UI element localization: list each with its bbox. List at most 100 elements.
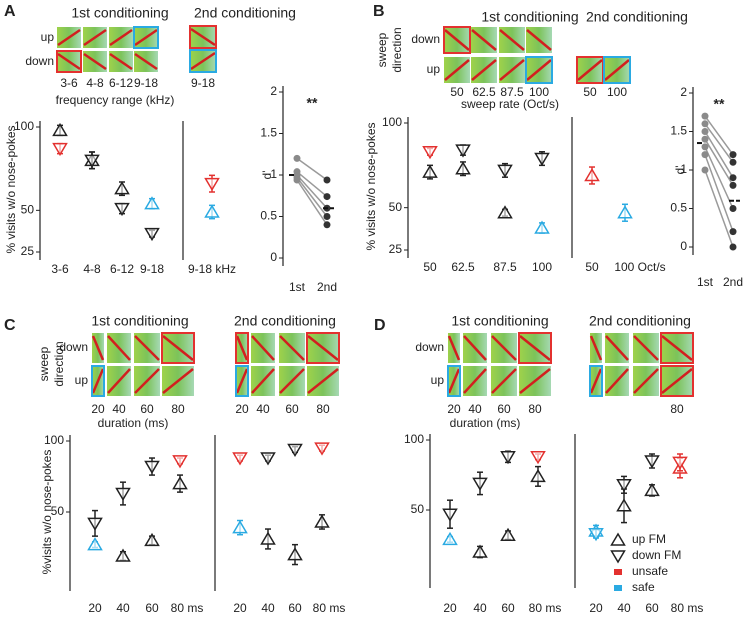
y-tick-label: 0	[680, 239, 687, 253]
pair-line	[296, 171, 328, 198]
marker-up	[314, 514, 330, 528]
sweep-line	[499, 59, 525, 81]
sweep-line	[491, 335, 517, 361]
thumb-label: 9-18	[191, 76, 215, 90]
subject-point	[323, 193, 331, 201]
sweep-line	[633, 368, 659, 394]
thumb-frame	[518, 332, 552, 364]
x-tick-label: 3-6	[51, 262, 69, 276]
sweep-line	[633, 335, 659, 361]
y-tick-label: 2	[680, 85, 687, 99]
y-axis-label: % visits w/o nose-pokes	[4, 125, 18, 253]
sweep-line	[444, 29, 470, 51]
sweep-line	[589, 335, 603, 361]
thumb-label: 100	[529, 85, 549, 99]
marker-up	[144, 532, 160, 547]
row-label: down	[415, 340, 444, 354]
panel-letter: B	[373, 3, 385, 20]
row-label: up	[75, 373, 89, 387]
thumb-label: 3-6	[60, 76, 78, 90]
marker-down	[144, 227, 160, 242]
panel-letter: D	[374, 317, 386, 334]
y-axis-label: d'	[673, 166, 687, 175]
thumb-label: 60	[497, 402, 511, 416]
thumb-frame	[91, 365, 105, 397]
marker-down	[115, 487, 131, 502]
thumb-label: 80	[171, 402, 185, 416]
marker-down	[530, 451, 546, 465]
y-tick-label: 0	[270, 250, 277, 264]
row-label: up	[427, 62, 441, 76]
subject-point	[293, 154, 301, 162]
sweep-line	[661, 368, 693, 394]
pair-line	[704, 123, 734, 163]
thumb-label: 6-12	[109, 76, 133, 90]
marker-up	[500, 527, 516, 541]
x-tick-label: 20	[233, 601, 247, 615]
subject-point	[701, 151, 709, 159]
thumb-frame	[660, 365, 694, 397]
marker-up	[616, 498, 632, 512]
x-tick-label: 6-12	[110, 262, 134, 276]
sweep-line	[526, 29, 552, 51]
y-tick-label: 0.5	[670, 201, 687, 215]
x-tick-label: 60	[645, 601, 659, 615]
subject-point	[701, 112, 709, 120]
panel-letter: C	[4, 317, 16, 334]
subject-point	[729, 205, 737, 212]
sweep-line	[134, 335, 160, 361]
subject-point	[729, 158, 737, 166]
row-label: up	[431, 373, 445, 387]
x-tick-label: 80 ms	[671, 601, 704, 615]
marker-up	[644, 482, 660, 497]
marker-up	[115, 548, 131, 562]
thumb-frame	[235, 332, 249, 364]
y-tick-label: 100	[382, 115, 402, 129]
sweep-line	[463, 335, 487, 361]
legend-label: safe	[632, 580, 655, 594]
x-tick-label: 2nd	[723, 275, 743, 289]
x-tick-label: 20	[589, 601, 603, 615]
marker-down	[204, 177, 220, 192]
sweep-line	[519, 368, 551, 394]
x-tick-label: 100	[532, 260, 552, 274]
subject-point	[293, 176, 301, 184]
x-tick-label: 50	[585, 260, 599, 274]
axis-label: frequency range (kHz)	[56, 93, 175, 107]
pair-line	[296, 157, 328, 181]
sweep-line	[235, 368, 249, 394]
sweep-line	[519, 335, 551, 361]
side-label: direction	[52, 341, 66, 386]
x-tick-label: 60	[145, 601, 159, 615]
thumb-label: 60	[285, 402, 299, 416]
pair-line	[704, 115, 734, 156]
thumb-frame	[306, 332, 340, 364]
thumb-label: 50	[450, 85, 464, 99]
marker-down	[52, 142, 68, 157]
marker-down	[644, 455, 660, 469]
pair-line	[704, 169, 734, 248]
marker-down	[455, 144, 471, 158]
sweep-line	[471, 29, 497, 51]
thumb-label: 50	[583, 85, 597, 99]
axis-label: sweep rate (Oct/s)	[461, 97, 559, 111]
marker-down	[588, 528, 604, 542]
thumb-label: 20	[447, 402, 461, 416]
x-tick-label: 40	[116, 601, 130, 615]
subject-point	[729, 181, 737, 189]
x-tick-label: 80 ms	[171, 601, 204, 615]
subject-point	[729, 243, 737, 251]
marker-down	[497, 164, 513, 178]
thumb-label: 40	[468, 402, 482, 416]
y-tick-label: 100	[404, 432, 424, 446]
marker-up	[114, 181, 130, 195]
marker-up	[455, 161, 471, 175]
marker-down	[114, 202, 130, 217]
marker-up	[52, 122, 68, 137]
annotation: **	[714, 96, 725, 112]
thumb-frame	[189, 25, 217, 49]
marker-up	[87, 537, 103, 551]
marker-up	[584, 168, 600, 182]
sweep-line	[605, 335, 629, 361]
